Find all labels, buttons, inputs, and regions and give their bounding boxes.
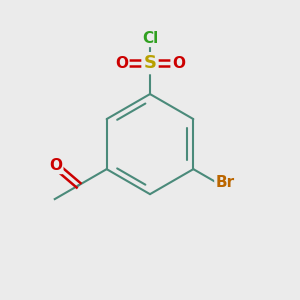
Text: S: S bbox=[143, 54, 157, 72]
Text: O: O bbox=[172, 56, 185, 70]
Text: Cl: Cl bbox=[142, 31, 158, 46]
Text: O: O bbox=[49, 158, 62, 173]
Text: O: O bbox=[115, 56, 128, 70]
Text: Br: Br bbox=[216, 175, 235, 190]
